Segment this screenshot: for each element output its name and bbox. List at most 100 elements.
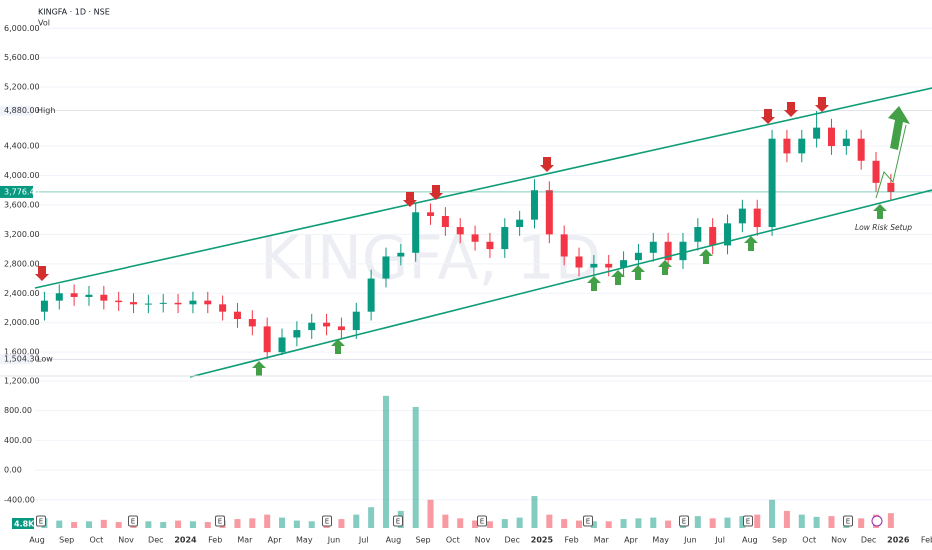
volume-bar [189, 521, 196, 528]
volume-bar [457, 518, 464, 528]
y-tick-label: 6,000.00 [4, 24, 40, 33]
candle-body [55, 293, 63, 301]
x-tick-label: Apr [268, 536, 283, 545]
candle-body [709, 227, 717, 246]
price-tag [0, 354, 33, 365]
projection [875, 124, 907, 199]
volume-bar [694, 516, 701, 528]
volume-bar [234, 519, 241, 528]
x-tick-label: Feb [565, 536, 579, 545]
volume-bar [160, 522, 167, 528]
event-box [393, 515, 403, 527]
candle-body [382, 256, 390, 279]
candle-body [783, 138, 791, 154]
last-price-tag [0, 185, 33, 198]
x-tick-label: Aug [742, 536, 758, 545]
x-tick-label: May [296, 536, 313, 545]
candle-body [397, 252, 405, 257]
volume-bar [279, 517, 286, 528]
candle-body [85, 294, 93, 297]
candle-body [337, 326, 345, 331]
watermark: KINGFA, 1D [260, 224, 601, 294]
y-tick-label: 3,600.00 [4, 200, 40, 209]
volume-bar [739, 516, 746, 528]
y-tick-label: 2,800.00 [4, 259, 40, 268]
volume-bar [204, 522, 211, 528]
event-label: E [846, 518, 850, 526]
plot [35, 110, 932, 528]
y-tick-label: 3,200.00 [4, 230, 40, 239]
candle-body [427, 212, 435, 216]
candle-body [70, 293, 78, 297]
price-tag-label: 1,504.30 [4, 355, 40, 364]
event-label: E [682, 518, 686, 526]
volume-bar [501, 519, 508, 528]
volume-bar [858, 518, 865, 528]
volume-bar [382, 395, 389, 528]
event-label: E [396, 518, 400, 526]
x-tick-label: 2025 [531, 536, 554, 545]
volume-bar [427, 499, 434, 528]
x-tick-label: Sep [772, 536, 787, 545]
volume-bar [635, 518, 642, 528]
volume-bar [264, 514, 271, 528]
candle-body [293, 330, 301, 338]
candle-body [412, 212, 420, 253]
candle-body [40, 300, 48, 312]
volume-tag [12, 518, 34, 529]
support-arrows [252, 106, 910, 376]
candle-body [323, 322, 331, 327]
x-tick-label: 2026 [887, 536, 910, 545]
event-box [743, 515, 753, 527]
y-tick-label: 2,000.00 [4, 318, 40, 327]
volume-bar [145, 521, 152, 528]
candle-body [233, 311, 241, 320]
channel-upper [34, 87, 932, 289]
price-tag [0, 105, 33, 116]
event-box [128, 515, 138, 527]
candle-body [278, 337, 286, 353]
volume-bar [754, 514, 761, 528]
volume-bar [576, 520, 583, 528]
candle-body [367, 278, 375, 312]
price-marker-name: High [37, 106, 55, 115]
event-box [477, 515, 487, 527]
volume-bar [724, 517, 731, 528]
volume-bar [798, 514, 805, 528]
volume-bar [353, 514, 360, 528]
volume-bar [605, 521, 612, 528]
volume-bar [249, 518, 256, 528]
candle-body [724, 223, 732, 246]
x-tick-label: Mar [594, 536, 610, 545]
y-tick-label: 5,600.00 [4, 53, 40, 62]
y-tick-label: 1,600.00 [4, 348, 40, 357]
y2-tick-label: 0.00 [4, 466, 22, 475]
volume-bar [828, 516, 835, 528]
volume-bar [769, 499, 776, 528]
volume-bar [71, 522, 78, 528]
event-label: E [131, 518, 135, 526]
candle-body [115, 300, 123, 303]
volume-bar [590, 521, 597, 528]
candle-body [471, 234, 479, 242]
x-tick-label: Sep [59, 536, 74, 545]
event-box [36, 515, 46, 527]
candle-body [649, 241, 657, 253]
candle-body [768, 138, 776, 228]
volume-bar [516, 517, 523, 528]
candle-body [100, 294, 108, 301]
y2-tick-label: 400.00 [4, 436, 32, 445]
event-box [843, 515, 853, 527]
candle-body [664, 241, 672, 261]
candle-body [189, 300, 197, 305]
x-tick-label: Feb [921, 536, 932, 545]
channel-lower [189, 189, 932, 378]
candle-body [441, 215, 449, 228]
candle-body [545, 190, 553, 235]
candle-body [560, 234, 568, 257]
candle-body [694, 227, 702, 242]
price-tag-label: 4,880.00 [4, 106, 40, 115]
volume-bar [620, 519, 627, 528]
candle-body [204, 300, 212, 305]
